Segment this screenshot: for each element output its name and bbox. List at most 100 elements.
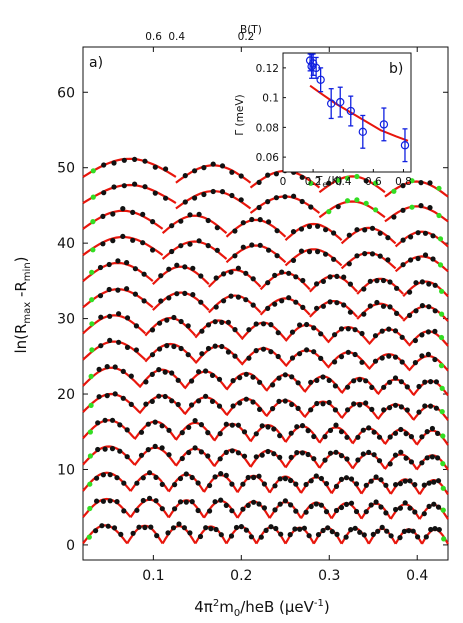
panel-label-a: a) bbox=[89, 55, 103, 71]
data-point bbox=[298, 248, 305, 254]
data-point bbox=[314, 400, 320, 407]
data-point bbox=[303, 509, 309, 515]
trace-group bbox=[82, 258, 449, 298]
data-point bbox=[112, 364, 118, 370]
data-point bbox=[112, 391, 118, 397]
data-point bbox=[440, 461, 446, 467]
data-point bbox=[183, 471, 189, 477]
top-axis-label: B(T) bbox=[240, 24, 262, 36]
trace-group bbox=[82, 443, 449, 471]
data-point bbox=[359, 330, 365, 337]
data-point bbox=[138, 429, 145, 435]
data-point bbox=[288, 502, 294, 508]
inset-x-tick-label: 0.4 bbox=[335, 176, 352, 188]
top-tick-label: 0.2 bbox=[238, 31, 255, 43]
data-point bbox=[198, 449, 204, 455]
data-point bbox=[383, 482, 389, 488]
data-point bbox=[394, 310, 400, 316]
data-point bbox=[435, 478, 442, 484]
data-point bbox=[416, 409, 422, 415]
data-point bbox=[219, 343, 225, 350]
data-point bbox=[175, 401, 181, 408]
data-point bbox=[253, 431, 259, 437]
data-point bbox=[138, 452, 145, 458]
data-point bbox=[432, 308, 438, 314]
data-point bbox=[384, 528, 390, 534]
data-point bbox=[355, 457, 361, 463]
data-point bbox=[235, 294, 241, 300]
data-point bbox=[386, 353, 392, 359]
inset-x-axis-label-sub: e bbox=[322, 180, 327, 189]
data-point bbox=[142, 158, 148, 164]
data-point bbox=[425, 329, 431, 335]
data-point bbox=[132, 181, 138, 187]
data-point bbox=[178, 243, 184, 249]
data-point bbox=[344, 175, 351, 181]
data-point bbox=[314, 377, 320, 383]
data-point bbox=[87, 429, 93, 435]
data-point bbox=[156, 393, 162, 399]
fit-curve bbox=[225, 218, 287, 238]
data-point bbox=[275, 330, 281, 336]
trace-group bbox=[82, 311, 449, 347]
data-point bbox=[326, 209, 332, 215]
data-point bbox=[373, 180, 379, 186]
data-point bbox=[274, 228, 280, 234]
data-point bbox=[256, 179, 262, 185]
data-point bbox=[210, 188, 216, 195]
data-point bbox=[212, 319, 218, 325]
data-point bbox=[308, 379, 314, 385]
data-point bbox=[361, 286, 367, 292]
data-point bbox=[96, 394, 102, 400]
data-point bbox=[223, 421, 229, 427]
data-point bbox=[298, 226, 305, 232]
data-point bbox=[357, 402, 363, 408]
data-point bbox=[428, 526, 434, 533]
data-point bbox=[124, 260, 130, 266]
data-point bbox=[355, 434, 361, 440]
data-point bbox=[170, 525, 177, 531]
data-point bbox=[192, 168, 198, 174]
data-point bbox=[378, 477, 384, 483]
x-axis-label-main: 4π bbox=[194, 598, 213, 616]
data-point bbox=[257, 242, 263, 248]
data-point bbox=[107, 337, 113, 343]
data-point bbox=[120, 233, 126, 239]
data-point bbox=[181, 525, 187, 531]
data-point bbox=[387, 304, 393, 310]
data-point bbox=[357, 529, 363, 535]
data-point bbox=[440, 485, 446, 491]
data-point bbox=[430, 233, 436, 239]
data-point bbox=[306, 223, 313, 230]
data-point bbox=[159, 481, 165, 487]
data-point bbox=[149, 327, 156, 333]
data-point bbox=[353, 481, 360, 487]
data-point bbox=[318, 355, 324, 361]
fit-curve bbox=[82, 157, 177, 178]
data-point bbox=[259, 423, 265, 429]
data-point bbox=[376, 434, 383, 440]
data-point bbox=[421, 482, 427, 488]
data-point bbox=[419, 332, 425, 338]
data-point bbox=[240, 481, 246, 487]
data-point bbox=[253, 454, 259, 460]
data-point bbox=[354, 197, 360, 203]
data-point bbox=[87, 453, 93, 459]
data-point bbox=[266, 219, 272, 225]
data-point bbox=[404, 407, 410, 413]
data-point bbox=[153, 498, 159, 504]
data-point bbox=[130, 530, 136, 536]
inset-axis-ticks bbox=[282, 67, 404, 172]
inset-x-axis-label-main: T bbox=[315, 175, 323, 187]
data-point bbox=[300, 277, 306, 284]
y-tick-labels: 0 10 20 30 40 50 60 bbox=[57, 85, 75, 554]
data-point bbox=[400, 262, 406, 268]
data-point bbox=[318, 475, 324, 482]
data-point bbox=[333, 507, 340, 514]
data-point bbox=[98, 314, 104, 320]
data-point bbox=[344, 456, 350, 462]
data-point bbox=[279, 298, 285, 304]
y-axis-label-mid: -R bbox=[12, 281, 30, 302]
data-point bbox=[288, 430, 294, 436]
data-point bbox=[189, 402, 195, 408]
